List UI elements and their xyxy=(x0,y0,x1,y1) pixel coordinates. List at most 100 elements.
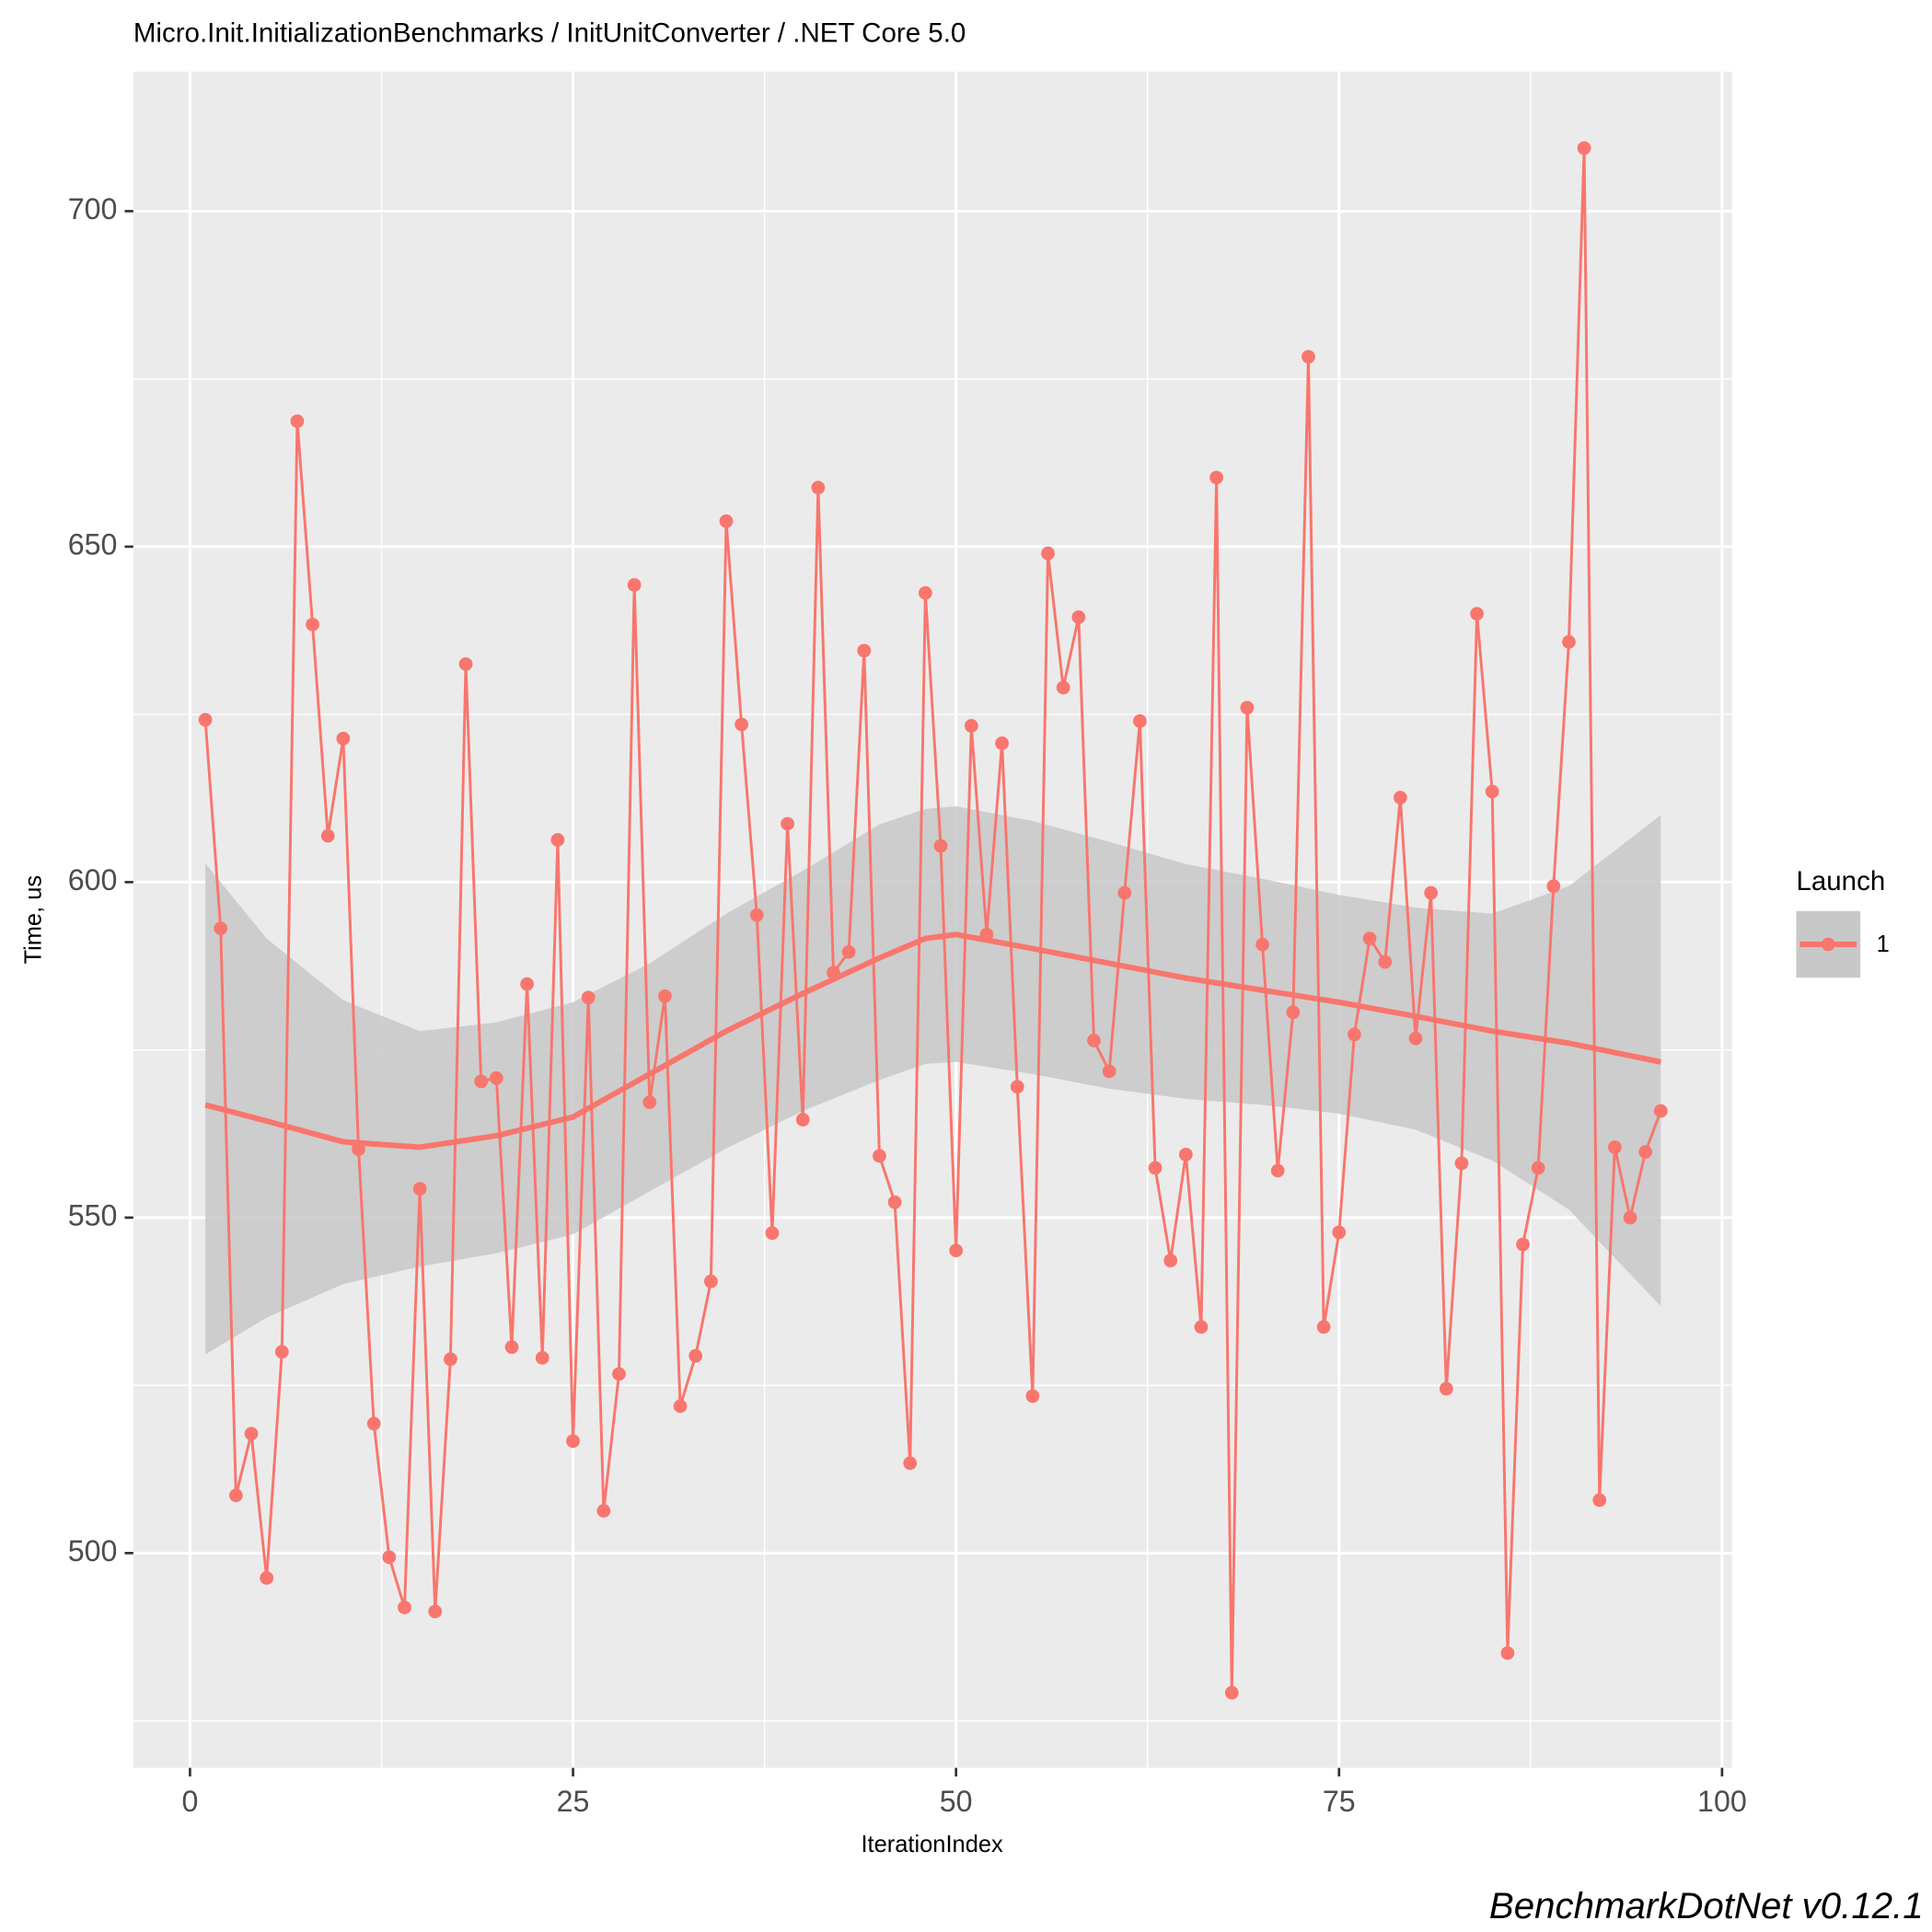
data-point xyxy=(673,1399,688,1414)
data-point xyxy=(1348,1027,1361,1042)
data-point xyxy=(198,712,213,727)
data-point xyxy=(703,1274,718,1289)
data-point xyxy=(214,921,228,936)
data-point xyxy=(1592,1493,1607,1508)
data-point xyxy=(1531,1161,1545,1175)
data-point xyxy=(1010,1080,1024,1094)
data-point xyxy=(306,618,319,631)
data-point xyxy=(1102,1064,1116,1079)
data-point xyxy=(1393,791,1407,804)
x-tick-label: 75 xyxy=(1323,1785,1356,1818)
data-point xyxy=(919,585,932,600)
data-point xyxy=(735,717,749,732)
data-point xyxy=(1454,1156,1469,1171)
data-point xyxy=(949,1244,964,1257)
data-point xyxy=(1148,1161,1163,1175)
data-point xyxy=(1470,607,1484,621)
data-point xyxy=(1133,714,1147,728)
data-point xyxy=(1546,879,1561,894)
data-point xyxy=(1577,141,1591,156)
data-point xyxy=(857,643,872,658)
data-point xyxy=(1117,885,1132,900)
data-point xyxy=(382,1550,397,1565)
data-point xyxy=(1194,1320,1209,1335)
data-point xyxy=(1087,1034,1101,1047)
data-point xyxy=(749,908,764,922)
data-point xyxy=(1240,700,1255,715)
data-point xyxy=(841,944,856,959)
data-point xyxy=(1301,350,1315,364)
x-tick-label: 0 xyxy=(181,1785,198,1818)
data-point xyxy=(260,1570,274,1585)
data-point xyxy=(1485,784,1499,799)
data-point xyxy=(612,1367,626,1382)
data-point xyxy=(290,414,305,428)
data-point xyxy=(566,1434,580,1448)
data-point xyxy=(1562,635,1576,649)
data-point xyxy=(320,828,335,843)
confidence-band xyxy=(205,806,1661,1355)
y-tick-label: 500 xyxy=(68,1534,118,1568)
x-tick-label: 50 xyxy=(940,1785,973,1818)
data-point xyxy=(274,1345,289,1359)
caption: BenchmarkDotNet v0.12.1 xyxy=(1489,1885,1924,1926)
data-point xyxy=(412,1182,427,1196)
data-point xyxy=(336,732,351,746)
data-point xyxy=(795,1113,810,1127)
data-point xyxy=(688,1348,703,1363)
data-point xyxy=(1056,680,1070,695)
data-point xyxy=(1224,1685,1239,1700)
legend-key-point xyxy=(1821,937,1835,952)
data-point xyxy=(1653,1104,1668,1118)
data-point xyxy=(1332,1225,1347,1240)
data-point xyxy=(1362,931,1377,945)
data-point xyxy=(1270,1163,1285,1178)
chart-title: Micro.Init.InitializationBenchmarks / In… xyxy=(133,17,966,48)
data-point xyxy=(765,1226,780,1241)
data-point xyxy=(581,990,596,1005)
data-point xyxy=(1209,470,1224,485)
data-point xyxy=(1516,1237,1530,1252)
data-point xyxy=(444,1352,457,1367)
data-point xyxy=(596,1504,611,1518)
data-point xyxy=(520,977,534,991)
data-point xyxy=(1255,937,1269,952)
data-point xyxy=(873,1149,886,1163)
data-point xyxy=(1163,1254,1178,1267)
data-point xyxy=(1408,1031,1423,1046)
data-point xyxy=(398,1601,411,1614)
data-point xyxy=(489,1070,503,1085)
data-point xyxy=(933,839,948,853)
data-point xyxy=(964,719,978,733)
data-point xyxy=(811,480,826,495)
data-point xyxy=(1316,1320,1331,1335)
y-tick-label: 650 xyxy=(68,527,118,561)
data-point xyxy=(428,1604,443,1619)
data-point xyxy=(504,1340,519,1354)
data-point xyxy=(1178,1147,1193,1162)
data-point xyxy=(627,578,642,592)
data-point xyxy=(1286,1005,1301,1020)
data-point xyxy=(535,1350,550,1365)
data-point xyxy=(887,1195,902,1209)
data-point xyxy=(1623,1210,1637,1225)
data-point xyxy=(550,833,565,847)
x-tick-label: 25 xyxy=(557,1785,590,1818)
x-tick-label: 100 xyxy=(1697,1785,1747,1818)
data-point xyxy=(474,1074,489,1089)
data-point xyxy=(658,989,672,1003)
legend-label: 1 xyxy=(1877,931,1890,957)
data-point xyxy=(1424,885,1439,900)
legend-title: Launch xyxy=(1796,866,1885,897)
data-point xyxy=(1378,954,1393,969)
smooth-line xyxy=(204,931,1661,1151)
data-point xyxy=(244,1427,259,1440)
y-tick-label: 700 xyxy=(68,192,118,226)
data-point xyxy=(781,816,794,831)
data-point xyxy=(366,1417,381,1431)
data-point xyxy=(458,657,473,671)
data-point xyxy=(228,1488,243,1503)
data-point xyxy=(1025,1389,1040,1404)
y-axis-title: Time, us xyxy=(20,875,46,965)
